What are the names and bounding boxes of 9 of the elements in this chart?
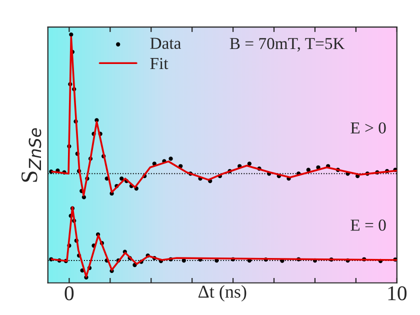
legend-label: Fit bbox=[150, 58, 168, 70]
y-axis-title: S$_{ZnSe}$ bbox=[21, 128, 42, 182]
annotation: E = 0 bbox=[350, 220, 386, 231]
annotation: E > 0 bbox=[350, 122, 386, 134]
x-tick-label: 10 bbox=[388, 286, 407, 300]
x-tick-label: 0 bbox=[64, 286, 74, 300]
x-axis-title: Δt (ns) bbox=[198, 285, 246, 302]
legend-label: Data bbox=[150, 38, 181, 49]
annotation: B = 70mT, T=5K bbox=[230, 38, 345, 52]
